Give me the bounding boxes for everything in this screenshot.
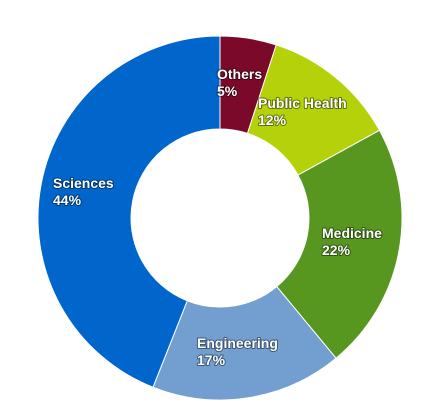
slice-sciences (37, 35, 221, 388)
slice-label-medicine: Medicine (322, 225, 382, 241)
slice-value-engineering: 17% (197, 352, 226, 368)
slice-label-sciences: Sciences (53, 175, 114, 191)
slice-label-public-health: Public Health (258, 95, 347, 111)
slice-engineering (152, 285, 337, 401)
slice-value-medicine: 22% (322, 242, 351, 258)
slice-label-others: Others (217, 66, 262, 82)
slice-value-others: 5% (217, 83, 238, 99)
slice-value-sciences: 44% (53, 192, 82, 208)
slice-value-public-health: 12% (258, 112, 287, 128)
slice-label-engineering: Engineering (197, 335, 278, 351)
slice-medicine (276, 129, 403, 359)
donut-slices (37, 35, 403, 401)
